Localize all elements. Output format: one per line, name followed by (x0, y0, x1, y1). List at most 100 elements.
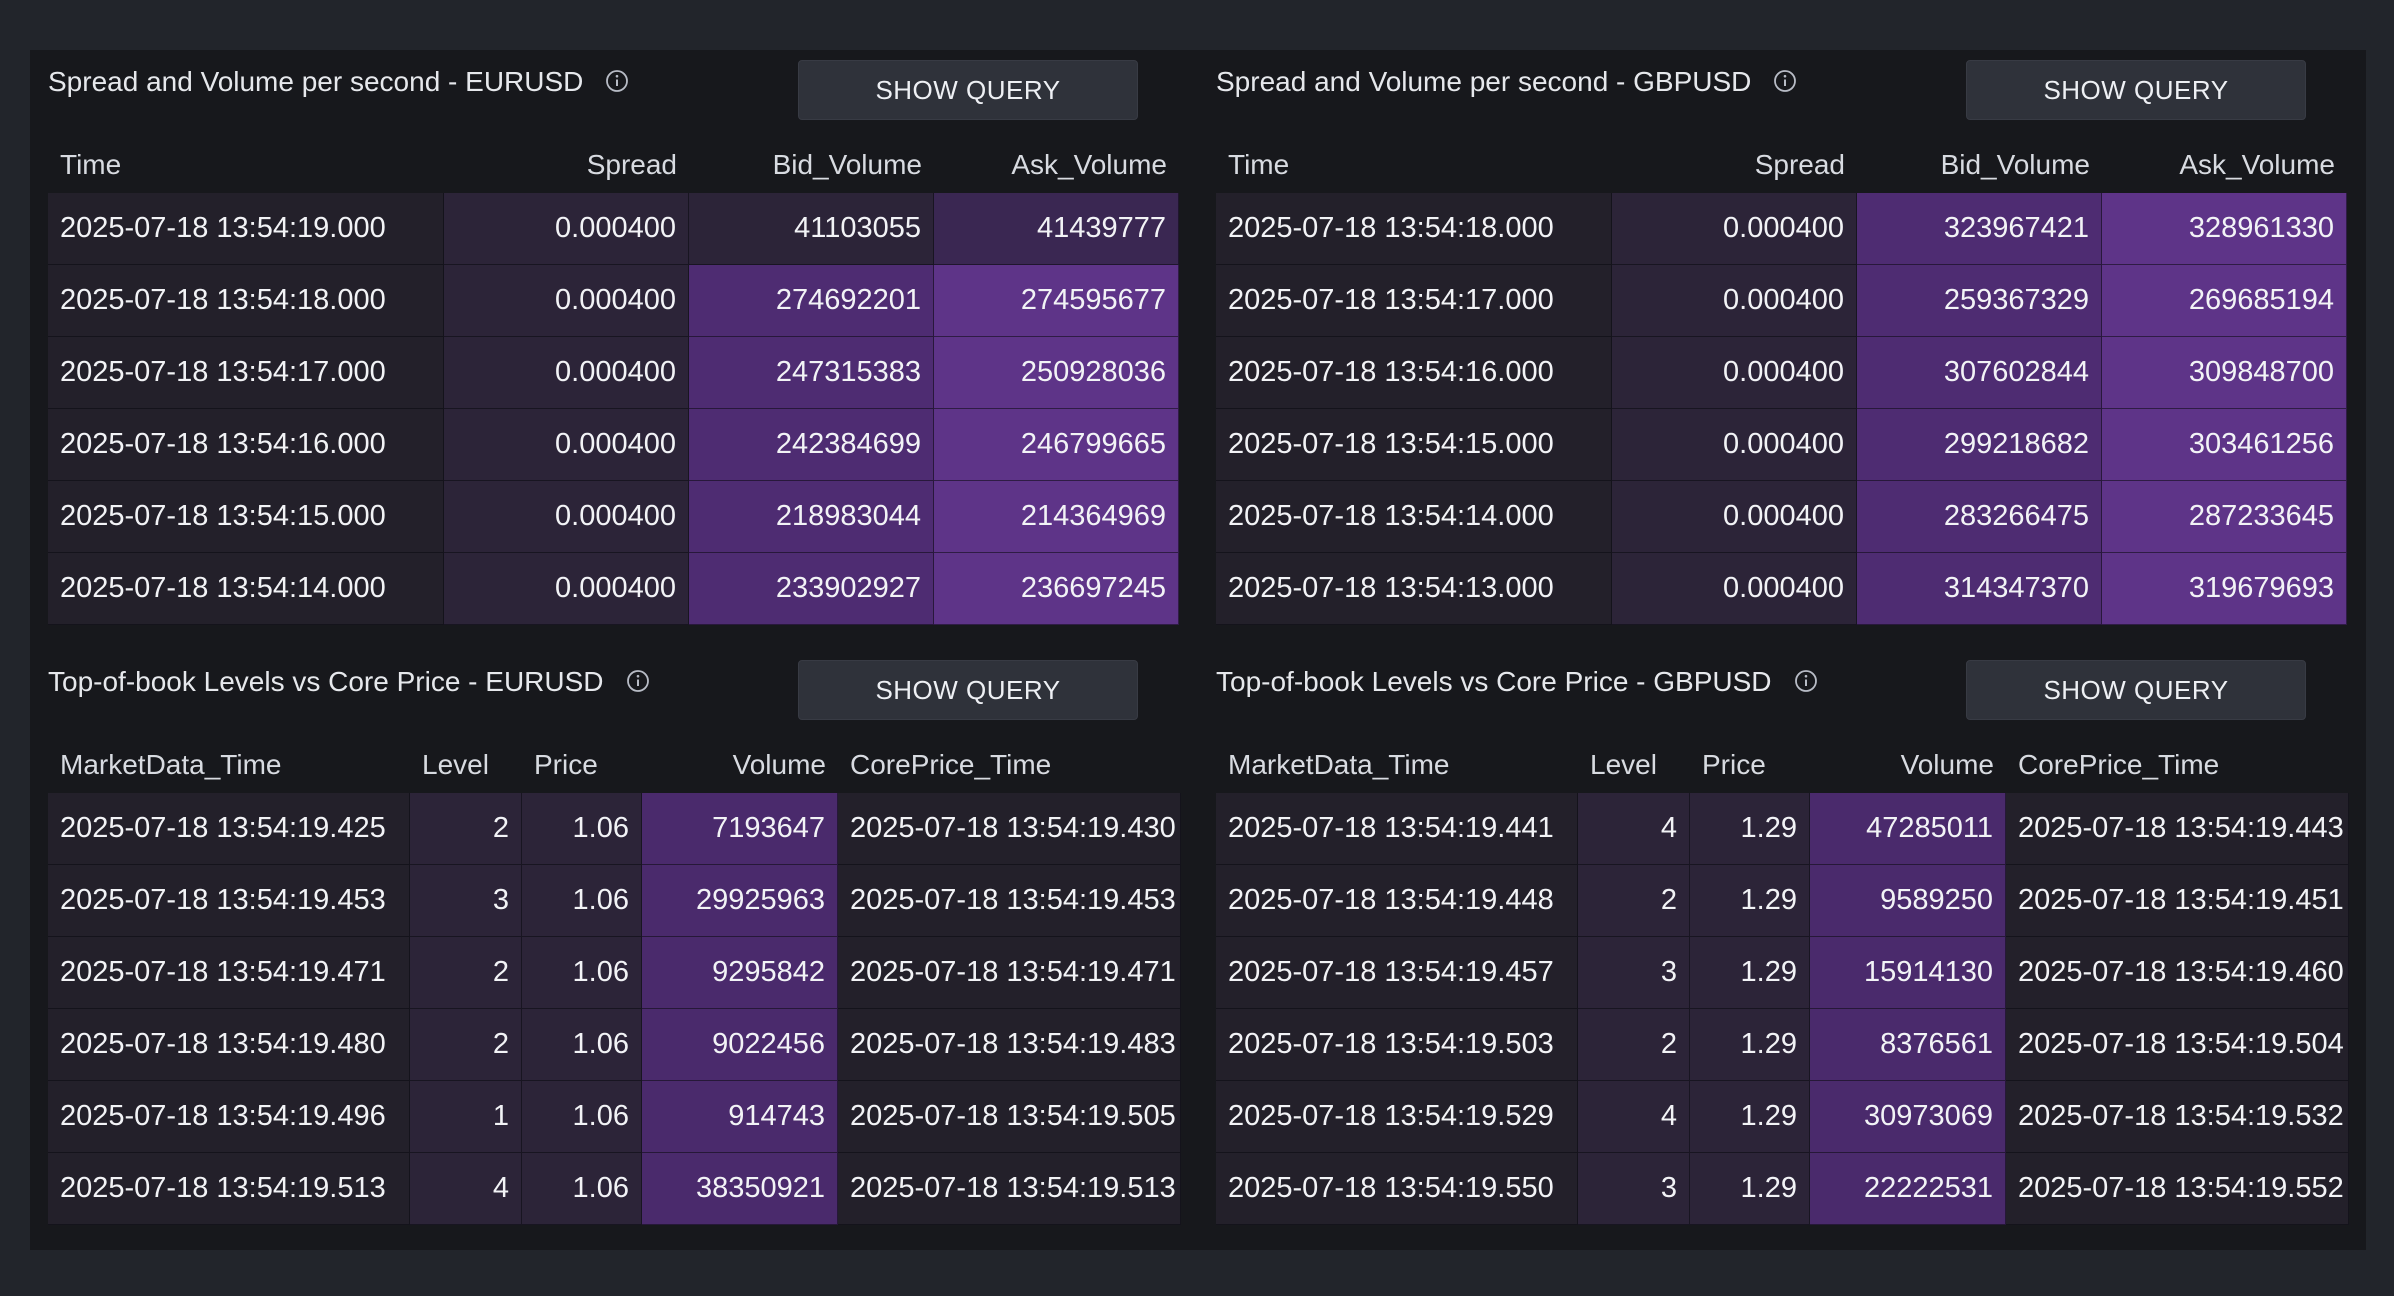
cell-level: 2 (1578, 865, 1690, 937)
info-icon[interactable] (1773, 69, 1797, 93)
cell-volume: 9589250 (1810, 865, 2006, 937)
info-icon[interactable] (626, 669, 650, 693)
data-table: MarketData_Time Level Price Volume CoreP… (48, 737, 1181, 1225)
cell-coreprice-time: 2025-07-18 13:54:19.504 (2006, 1009, 2349, 1081)
table-row: 2025-07-18 13:54:16.000 0.000400 2423846… (48, 409, 1181, 481)
show-query-button[interactable]: SHOW QUERY (1966, 660, 2306, 720)
column-header-marketdata-time[interactable]: MarketData_Time (1228, 749, 1450, 780)
cell-price: 1.06 (522, 1081, 642, 1153)
cell-level: 2 (410, 1009, 522, 1081)
cell-coreprice-time: 2025-07-18 13:54:19.451 (2006, 865, 2349, 937)
cell-price: 1.29 (1690, 1009, 1810, 1081)
column-header-level[interactable]: Level (422, 749, 489, 780)
data-table: Time Spread Bid_Volume Ask_Volume 2025-0… (48, 137, 1181, 625)
cell-time: 2025-07-18 13:54:18.000 (1216, 193, 1612, 265)
panel-header: Spread and Volume per second - EURUSD SH… (30, 50, 1163, 137)
cell-volume: 7193647 (642, 793, 838, 865)
column-header-level[interactable]: Level (1590, 749, 1657, 780)
table-row: 2025-07-18 13:54:14.000 0.000400 2339029… (48, 553, 1181, 625)
cell-price: 1.29 (1690, 1153, 1810, 1225)
table-row: 2025-07-18 13:54:17.000 0.000400 2473153… (48, 337, 1181, 409)
cell-bid-volume: 41103055 (689, 193, 934, 265)
column-header-volume[interactable]: Volume (1900, 749, 1994, 780)
cell-level: 4 (1578, 793, 1690, 865)
data-table: Time Spread Bid_Volume Ask_Volume 2025-0… (1216, 137, 2349, 625)
column-header-time[interactable]: Time (60, 149, 122, 180)
cell-spread: 0.000400 (444, 481, 689, 553)
cell-marketdata-time: 2025-07-18 13:54:19.457 (1216, 937, 1578, 1009)
cell-bid-volume: 218983044 (689, 481, 934, 553)
cell-ask-volume: 328961330 (2102, 193, 2347, 265)
column-header-volume[interactable]: Volume (732, 749, 826, 780)
cell-spread: 0.000400 (444, 193, 689, 265)
column-header-price[interactable]: Price (1702, 749, 1766, 780)
table-row: 2025-07-18 13:54:14.000 0.000400 2832664… (1216, 481, 2349, 553)
cell-spread: 0.000400 (1612, 481, 1857, 553)
column-header-bid-volume[interactable]: Bid_Volume (1940, 149, 2090, 180)
column-header-bid-volume[interactable]: Bid_Volume (772, 149, 922, 180)
cell-coreprice-time: 2025-07-18 13:54:19.552 (2006, 1153, 2349, 1225)
cell-spread: 0.000400 (444, 409, 689, 481)
cell-spread: 0.000400 (1612, 265, 1857, 337)
cell-price: 1.06 (522, 865, 642, 937)
cell-marketdata-time: 2025-07-18 13:54:19.471 (48, 937, 410, 1009)
cell-time: 2025-07-18 13:54:16.000 (48, 409, 444, 481)
cell-level: 4 (1578, 1081, 1690, 1153)
table-row: 2025-07-18 13:54:18.000 0.000400 3239674… (1216, 193, 2349, 265)
cell-volume: 914743 (642, 1081, 838, 1153)
table-row: 2025-07-18 13:54:19.550 3 1.29 22222531 … (1216, 1153, 2349, 1225)
cell-coreprice-time: 2025-07-18 13:54:19.513 (838, 1153, 1181, 1225)
cell-level: 2 (410, 937, 522, 1009)
column-header-ask-volume[interactable]: Ask_Volume (1011, 149, 1167, 180)
dashboard: Spread and Volume per second - EURUSD SH… (30, 50, 2366, 1250)
table-row: 2025-07-18 13:54:19.457 3 1.29 15914130 … (1216, 937, 2349, 1009)
panel-header: Spread and Volume per second - GBPUSD SH… (1198, 50, 2331, 137)
cell-price: 1.29 (1690, 793, 1810, 865)
cell-bid-volume: 247315383 (689, 337, 934, 409)
column-header-time[interactable]: Time (1228, 149, 1290, 180)
show-query-button[interactable]: SHOW QUERY (798, 60, 1138, 120)
column-header-price[interactable]: Price (534, 749, 598, 780)
column-header-spread[interactable]: Spread (1754, 149, 1845, 180)
table-row: 2025-07-18 13:54:16.000 0.000400 3076028… (1216, 337, 2349, 409)
table-row: 2025-07-18 13:54:19.000 0.000400 4110305… (48, 193, 1181, 265)
cell-ask-volume: 287233645 (2102, 481, 2347, 553)
cell-marketdata-time: 2025-07-18 13:54:19.550 (1216, 1153, 1578, 1225)
cell-bid-volume: 307602844 (1857, 337, 2102, 409)
cell-time: 2025-07-18 13:54:17.000 (1216, 265, 1612, 337)
cell-marketdata-time: 2025-07-18 13:54:19.425 (48, 793, 410, 865)
panel-spread-gbpusd: Spread and Volume per second - GBPUSD SH… (1198, 50, 2347, 625)
column-header-coreprice-time[interactable]: CorePrice_Time (850, 749, 1052, 780)
cell-level: 1 (410, 1081, 522, 1153)
cell-level: 3 (1578, 937, 1690, 1009)
column-header-spread[interactable]: Spread (586, 149, 677, 180)
table-header: Time Spread Bid_Volume Ask_Volume (48, 137, 1181, 193)
cell-ask-volume: 214364969 (934, 481, 1179, 553)
table-row: 2025-07-18 13:54:19.453 3 1.06 29925963 … (48, 865, 1181, 937)
panel-title: Spread and Volume per second - GBPUSD (1216, 66, 1797, 98)
panel-title-text: Spread and Volume per second - EURUSD (48, 66, 584, 97)
table-row: 2025-07-18 13:54:19.480 2 1.06 9022456 2… (48, 1009, 1181, 1081)
info-icon[interactable] (605, 69, 629, 93)
cell-time: 2025-07-18 13:54:15.000 (1216, 409, 1612, 481)
cell-marketdata-time: 2025-07-18 13:54:19.480 (48, 1009, 410, 1081)
cell-ask-volume: 236697245 (934, 553, 1179, 625)
cell-coreprice-time: 2025-07-18 13:54:19.430 (838, 793, 1181, 865)
cell-time: 2025-07-18 13:54:13.000 (1216, 553, 1612, 625)
column-header-coreprice-time[interactable]: CorePrice_Time (2018, 749, 2220, 780)
info-icon[interactable] (1794, 669, 1818, 693)
cell-time: 2025-07-18 13:54:15.000 (48, 481, 444, 553)
cell-bid-volume: 274692201 (689, 265, 934, 337)
panel-top-of-book-gbpusd: Top-of-book Levels vs Core Price - GBPUS… (1198, 650, 2349, 1225)
show-query-button[interactable]: SHOW QUERY (1966, 60, 2306, 120)
column-header-ask-volume[interactable]: Ask_Volume (2179, 149, 2335, 180)
column-header-marketdata-time[interactable]: MarketData_Time (60, 749, 282, 780)
cell-level: 3 (1578, 1153, 1690, 1225)
panel-header: Top-of-book Levels vs Core Price - GBPUS… (1198, 650, 2331, 737)
cell-ask-volume: 309848700 (2102, 337, 2347, 409)
cell-volume: 9295842 (642, 937, 838, 1009)
table-row: 2025-07-18 13:54:19.513 4 1.06 38350921 … (48, 1153, 1181, 1225)
panel-top-of-book-eurusd: Top-of-book Levels vs Core Price - EURUS… (30, 650, 1181, 1225)
show-query-button[interactable]: SHOW QUERY (798, 660, 1138, 720)
cell-spread: 0.000400 (444, 265, 689, 337)
